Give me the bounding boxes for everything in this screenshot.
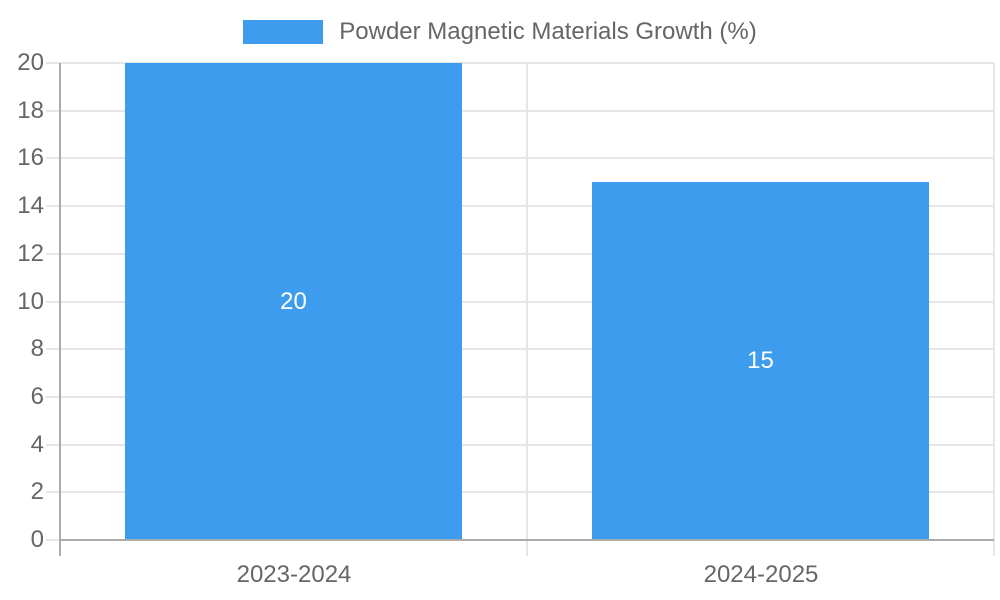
y-axis-tick-mark: [46, 205, 60, 208]
x-axis-tick-mark: [526, 540, 528, 556]
y-axis-tick-label: 10: [17, 287, 44, 315]
y-axis-tick-label: 16: [17, 144, 44, 172]
y-axis-tick-mark: [46, 109, 60, 112]
y-axis-tick-mark: [46, 443, 60, 446]
bar-2023-2024[interactable]: [125, 63, 462, 540]
y-axis-tick-label: 14: [17, 192, 44, 220]
y-axis-tick-label: 4: [30, 430, 44, 458]
x-axis-tick-mark: [993, 540, 995, 556]
gridline-vertical: [526, 63, 528, 540]
x-axis-line: [60, 539, 994, 541]
legend-label: Powder Magnetic Materials Growth (%): [339, 18, 757, 45]
gridline-vertical: [993, 63, 995, 540]
y-axis-tick-mark: [46, 300, 60, 303]
y-axis-tick-mark: [46, 539, 60, 541]
bar-value-label: 20: [280, 288, 307, 315]
y-axis-tick-mark: [46, 252, 60, 255]
y-axis-tick-mark: [46, 157, 60, 160]
y-axis-tick-label: 0: [30, 526, 44, 553]
x-axis-tick-label: 2023-2024: [236, 561, 352, 588]
legend-swatch: [243, 20, 324, 44]
y-axis-tick-mark: [46, 491, 60, 494]
x-axis-tick-label: 2024-2025: [703, 561, 819, 588]
y-axis-tick-mark: [46, 348, 60, 351]
bar-value-label: 15: [747, 347, 774, 374]
y-axis-tick-mark: [46, 62, 60, 64]
bar-2024-2025[interactable]: [592, 182, 929, 540]
y-axis-tick-label: 8: [30, 335, 44, 363]
y-axis-tick-label: 12: [17, 239, 44, 267]
y-axis-tick-label: 18: [17, 96, 44, 124]
y-axis-tick-mark: [46, 395, 60, 398]
y-axis-tick-label: 6: [30, 382, 44, 410]
y-axis-line: [59, 63, 61, 556]
y-axis-tick-label: 2: [30, 478, 44, 506]
chart-legend[interactable]: Powder Magnetic Materials Growth (%): [0, 18, 1000, 46]
y-axis-tick-label: 20: [17, 49, 44, 76]
